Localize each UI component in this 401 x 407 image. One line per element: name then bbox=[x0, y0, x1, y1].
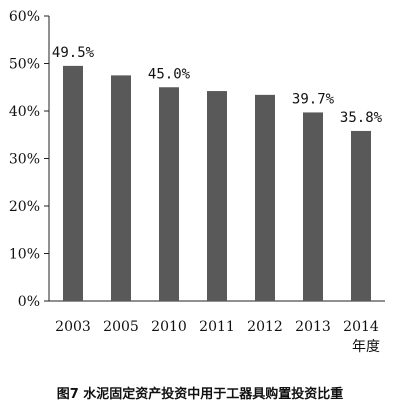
x-axis-ticks: 2003 2005 2010 2011 2012 2013 2014 bbox=[55, 319, 379, 335]
y-axis-ticks: 0% 10% 20% 30% 40% 50% 60% bbox=[9, 9, 49, 310]
x-tick-label: 2010 bbox=[151, 319, 187, 335]
bar-2003 bbox=[63, 65, 83, 301]
x-axis-unit-label: 年度 bbox=[352, 339, 380, 355]
bar-2005 bbox=[111, 75, 131, 301]
x-tick-label: 2011 bbox=[199, 319, 235, 335]
y-tick-label: 50% bbox=[9, 57, 40, 73]
bar-2010 bbox=[159, 87, 179, 301]
y-tick-label: 30% bbox=[9, 152, 40, 168]
data-label-2014: 35.8% bbox=[340, 110, 383, 126]
data-label-2013: 39.7% bbox=[292, 91, 335, 107]
x-tick-label: 2014 bbox=[343, 319, 379, 335]
data-label-2010: 45.0% bbox=[148, 66, 191, 82]
chart-bars bbox=[63, 65, 371, 301]
bar-2013 bbox=[303, 112, 323, 301]
x-tick-label: 2005 bbox=[103, 319, 139, 335]
bar-2011 bbox=[207, 91, 227, 301]
y-tick-label: 20% bbox=[9, 199, 40, 215]
bar-2014 bbox=[351, 130, 371, 301]
x-tick-label: 2012 bbox=[247, 319, 283, 335]
x-tick-label: 2003 bbox=[55, 319, 91, 335]
data-labels: 49.5% 45.0% 39.7% 35.8% bbox=[52, 45, 383, 126]
y-tick-label: 40% bbox=[9, 104, 40, 120]
bar-2012 bbox=[255, 94, 275, 301]
y-tick-label: 0% bbox=[18, 294, 40, 310]
x-tick-label: 2013 bbox=[295, 319, 331, 335]
y-tick-label: 60% bbox=[9, 9, 40, 25]
y-tick-label: 10% bbox=[9, 247, 40, 263]
data-label-2003: 49.5% bbox=[52, 45, 95, 61]
chart-title: 图7 水泥固定资产投资中用于工器具购置投资比重 bbox=[57, 386, 344, 402]
